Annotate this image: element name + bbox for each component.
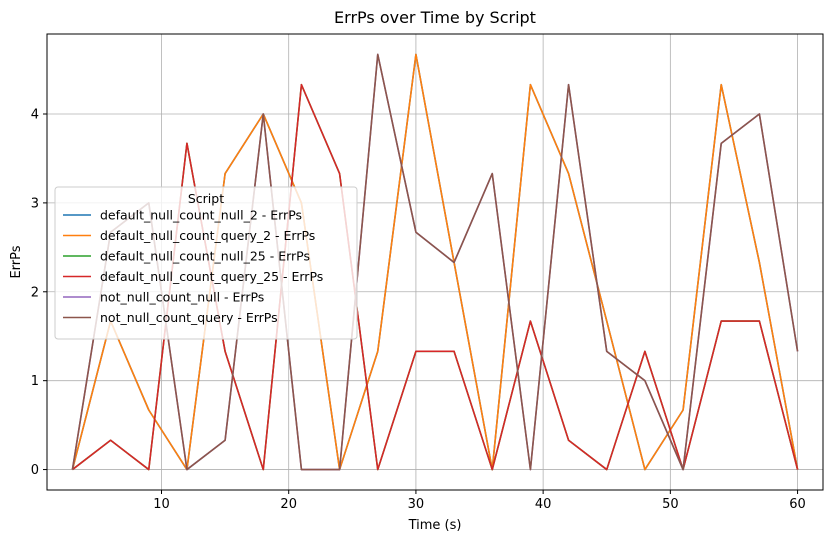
x-tick-label: 30	[408, 497, 425, 512]
y-tick-label: 3	[31, 196, 39, 211]
legend-items: default_null_count_null_2 - ErrPs default…	[63, 208, 323, 325]
legend-label: default_null_count_query_25 - ErrPs	[100, 269, 323, 284]
y-axis-ticks: 0 1 2 3 4	[31, 108, 47, 478]
y-tick-label: 2	[31, 285, 39, 300]
x-axis-ticks: 10 20 30 40 50 60	[153, 490, 806, 512]
chart-title: ErrPs over Time by Script	[334, 8, 536, 27]
legend-label: default_null_count_null_25 - ErrPs	[100, 249, 310, 264]
legend-title: Script	[188, 191, 224, 206]
y-axis-label: ErrPs	[9, 245, 24, 278]
legend-box	[54, 186, 358, 340]
legend-label: default_null_count_null_2 - ErrPs	[100, 208, 302, 223]
legend-label: not_null_count_null - ErrPs	[100, 290, 264, 305]
x-tick-label: 10	[153, 497, 170, 512]
series-line-4	[71, 83, 799, 471]
y-tick-label: 4	[31, 108, 39, 123]
x-axis-label: Time (s)	[408, 518, 462, 533]
series-line-6	[71, 53, 799, 471]
legend: Script default_null_count_null_2 - ErrPs…	[54, 186, 358, 340]
x-tick-label: 50	[662, 497, 679, 512]
legend-label: default_null_count_query_2 - ErrPs	[100, 228, 315, 243]
y-tick-label: 1	[31, 374, 39, 389]
x-tick-label: 60	[789, 497, 806, 512]
plot-frame	[46, 33, 824, 491]
legend-label: not_null_count_query - ErrPs	[100, 310, 278, 325]
series-lines	[71, 53, 799, 471]
x-tick-label: 40	[535, 497, 552, 512]
series-line-2	[71, 53, 799, 471]
x-tick-label: 20	[280, 497, 297, 512]
y-tick-label: 0	[31, 463, 39, 478]
